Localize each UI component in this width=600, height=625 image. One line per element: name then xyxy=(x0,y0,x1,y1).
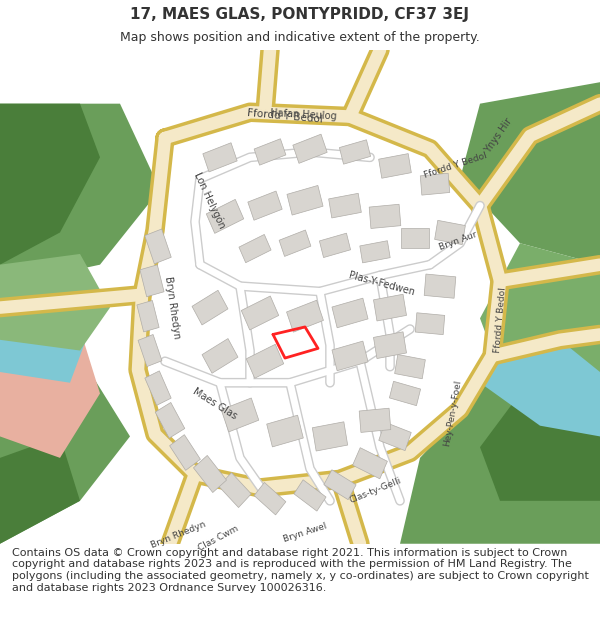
Bar xyxy=(145,371,171,406)
Polygon shape xyxy=(480,243,600,394)
Bar xyxy=(340,140,371,164)
Polygon shape xyxy=(0,104,100,264)
Polygon shape xyxy=(0,372,130,544)
Bar xyxy=(203,142,237,172)
Text: Ynys Hir: Ynys Hir xyxy=(482,116,514,155)
Polygon shape xyxy=(0,254,110,351)
Bar xyxy=(313,422,347,451)
Bar xyxy=(401,228,429,248)
Bar xyxy=(287,186,323,215)
Bar xyxy=(379,154,412,178)
Bar xyxy=(137,301,159,332)
Bar xyxy=(369,204,401,229)
Text: Clas Cwm: Clas Cwm xyxy=(196,524,239,552)
Polygon shape xyxy=(400,372,600,544)
Text: Hey-Pen-y-Foel: Hey-Pen-y-Foel xyxy=(443,379,463,447)
Bar xyxy=(319,233,350,258)
Bar xyxy=(138,334,162,367)
Text: Ffordd Y Bedol: Ffordd Y Bedol xyxy=(493,288,508,354)
Bar xyxy=(359,408,391,432)
Bar xyxy=(293,134,327,163)
Text: Plas-Y-Fedwen: Plas-Y-Fedwen xyxy=(348,271,416,298)
Bar xyxy=(420,173,450,195)
Bar xyxy=(246,344,284,378)
Text: Bryn Rhedyn: Bryn Rhedyn xyxy=(163,276,181,339)
Bar xyxy=(373,332,407,359)
Polygon shape xyxy=(460,82,600,264)
Text: Bryn Rhedyn: Bryn Rhedyn xyxy=(149,520,207,550)
Bar xyxy=(192,290,228,325)
Bar xyxy=(353,448,388,479)
Bar xyxy=(424,274,456,298)
Bar xyxy=(140,265,164,297)
Bar xyxy=(294,480,326,511)
Text: Contains OS data © Crown copyright and database right 2021. This information is : Contains OS data © Crown copyright and d… xyxy=(12,548,589,592)
Polygon shape xyxy=(0,436,80,544)
Bar xyxy=(239,234,271,262)
Bar xyxy=(193,456,227,493)
Text: Ffordd Y Bedol: Ffordd Y Bedol xyxy=(247,108,323,125)
Bar xyxy=(241,296,279,330)
Bar xyxy=(248,191,282,220)
Polygon shape xyxy=(0,329,100,458)
Bar xyxy=(206,199,244,233)
Polygon shape xyxy=(480,340,600,436)
Bar xyxy=(287,300,323,332)
Bar xyxy=(324,470,356,499)
Bar xyxy=(155,402,185,438)
Text: Ffordd Y Bedol: Ffordd Y Bedol xyxy=(422,151,488,181)
Bar xyxy=(266,415,304,447)
Text: Bryn Awel: Bryn Awel xyxy=(282,522,328,544)
Bar xyxy=(202,339,238,373)
Text: Lon Helygón: Lon Helygón xyxy=(193,171,227,230)
Bar xyxy=(415,312,445,334)
Text: Maes Glas: Maes Glas xyxy=(191,387,239,422)
Text: Clas-ty-Gelli: Clas-ty-Gelli xyxy=(348,476,402,504)
Bar xyxy=(373,294,407,321)
Bar xyxy=(434,221,466,244)
Bar xyxy=(360,241,390,263)
Text: Hafan Heulog: Hafan Heulog xyxy=(269,107,337,121)
Polygon shape xyxy=(480,394,600,501)
Bar xyxy=(221,398,259,432)
Bar xyxy=(332,341,368,371)
Polygon shape xyxy=(0,286,90,382)
Bar xyxy=(219,472,251,508)
Bar xyxy=(329,193,361,218)
Bar xyxy=(379,422,411,451)
Polygon shape xyxy=(0,104,160,286)
Bar xyxy=(332,298,368,328)
Bar xyxy=(254,482,286,515)
Text: 17, MAES GLAS, PONTYPRIDD, CF37 3EJ: 17, MAES GLAS, PONTYPRIDD, CF37 3EJ xyxy=(131,6,470,21)
Bar xyxy=(170,434,200,471)
Text: Map shows position and indicative extent of the property.: Map shows position and indicative extent… xyxy=(120,31,480,44)
Bar xyxy=(389,381,421,406)
Bar xyxy=(145,229,171,264)
Bar xyxy=(395,354,425,379)
Bar xyxy=(279,230,311,256)
Text: Bryn Aur: Bryn Aur xyxy=(438,230,478,252)
Bar xyxy=(254,139,286,165)
